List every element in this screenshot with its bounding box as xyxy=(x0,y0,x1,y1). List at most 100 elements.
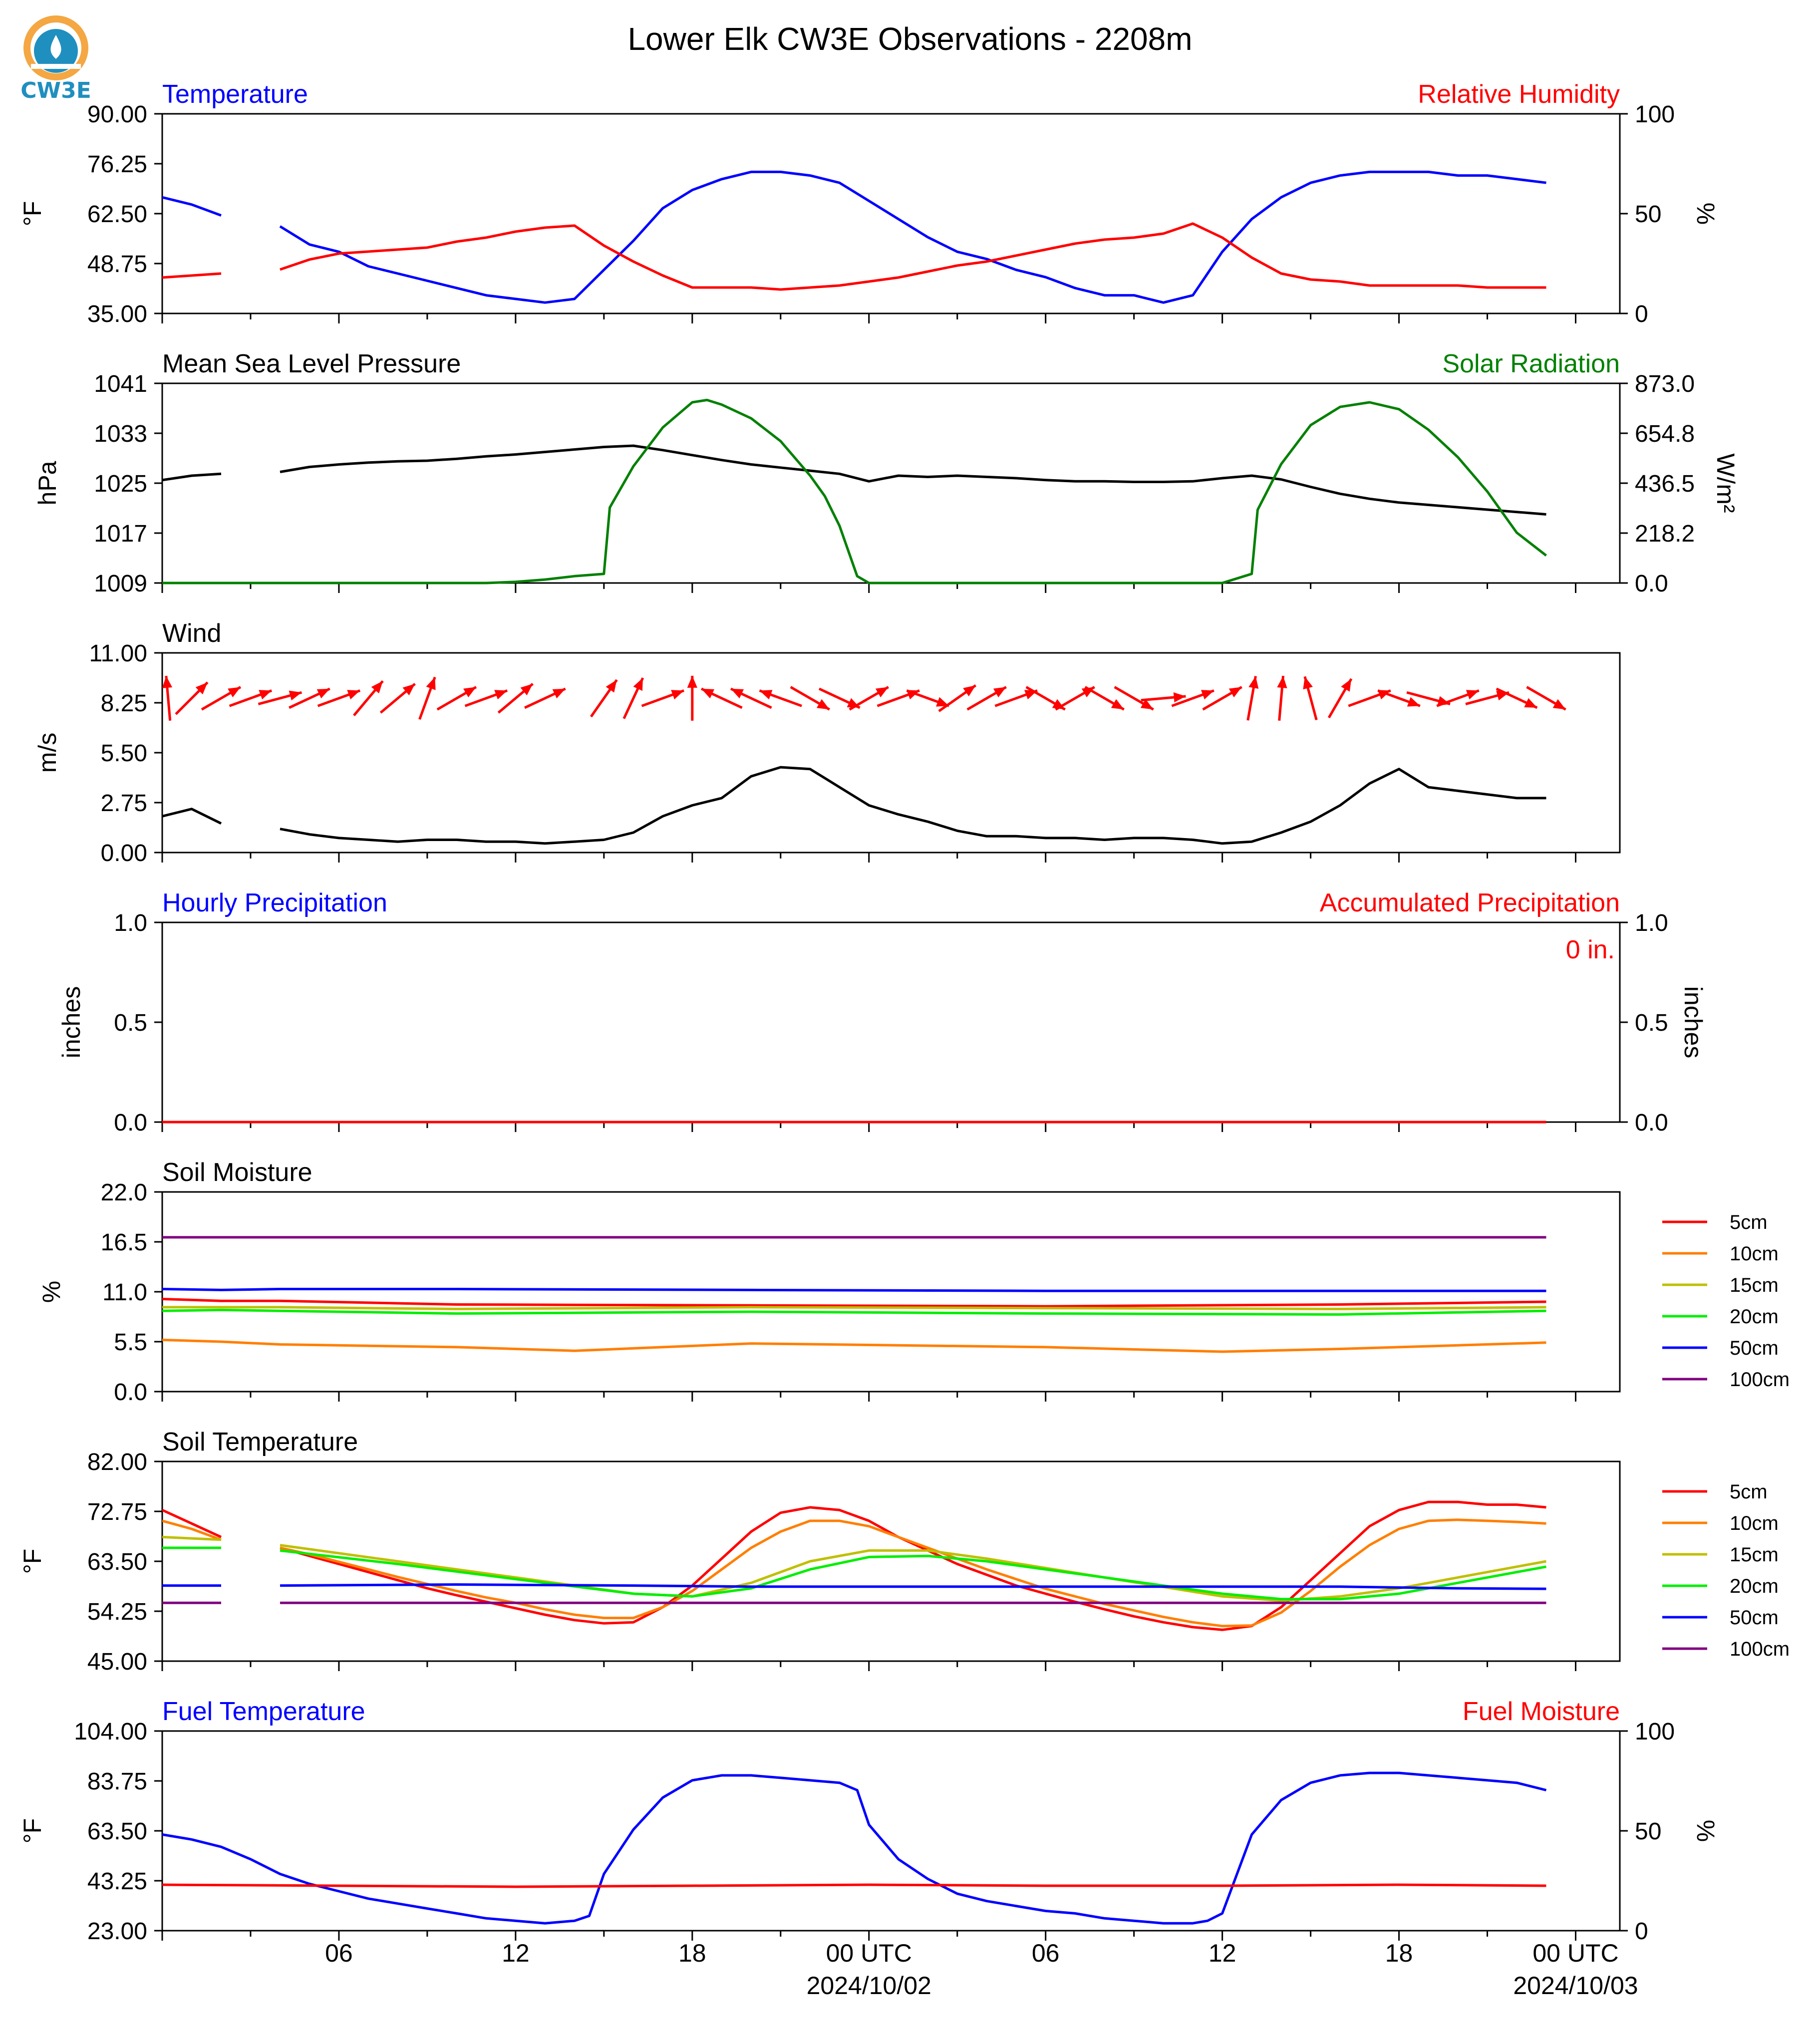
wind-arrow-head xyxy=(1201,690,1214,700)
wind-arrow xyxy=(524,687,566,709)
wind-arrow xyxy=(622,677,644,719)
wind-arrow xyxy=(464,689,508,707)
wind-arrow xyxy=(1377,689,1421,707)
wind-arrow-head xyxy=(162,676,173,688)
wind-arrow xyxy=(353,680,384,716)
y-tick-label: 35.00 xyxy=(87,301,147,327)
y-axis-label-right: W/m² xyxy=(1712,453,1740,513)
y-axis-label: °F xyxy=(18,1549,46,1574)
wind-arrow-head xyxy=(1111,699,1124,710)
wind-arrow-head xyxy=(520,683,533,696)
legend-label: 15cm xyxy=(1730,1544,1779,1566)
panel-temperature_rh: Temperature Relative Humidity 90.00 76.25 62… xyxy=(18,80,1720,327)
wind-arrow xyxy=(590,679,618,718)
logo-wave xyxy=(31,64,81,69)
wind-arrow-head xyxy=(289,690,302,701)
y-axis-label: inches xyxy=(57,986,85,1059)
y-tick-label: 62.50 xyxy=(87,201,147,228)
wind-arrow-head xyxy=(1173,692,1186,703)
x-date-label: 2024/10/02 xyxy=(807,1972,931,2000)
x-date-label: 2024/10/03 xyxy=(1513,1972,1638,2000)
x-tick-label: 12 xyxy=(502,1939,530,1967)
series-line-10cm xyxy=(162,1518,1546,1628)
wind-arrow-head xyxy=(1228,687,1242,698)
panel-title-right: Relative Humidity xyxy=(1418,80,1620,109)
legend-label: 100cm xyxy=(1730,1638,1790,1660)
series-line-fuel-temperature xyxy=(162,1771,1547,1925)
legend: 5cm 10cm 15cm 20cm 50cm 100cm xyxy=(1662,1481,1790,1660)
wind-arrow-head xyxy=(875,687,889,698)
wind-arrow-head xyxy=(701,688,715,699)
wind-arrow xyxy=(1436,689,1480,707)
wind-arrow-head xyxy=(426,677,436,690)
series-line-5cm xyxy=(162,1298,1546,1308)
legend-label: 5cm xyxy=(1730,1211,1768,1233)
y-tick-label: 48.75 xyxy=(87,251,147,278)
wind-arrow xyxy=(201,686,242,711)
y-axis-label: °F xyxy=(18,201,46,227)
wind-arrow xyxy=(790,686,830,711)
logo-sun-ring xyxy=(23,15,88,80)
legend-label: 100cm xyxy=(1730,1369,1790,1391)
y-tick-label-right: 0.0 xyxy=(1635,1110,1668,1136)
wind-arrow xyxy=(1526,686,1566,711)
wind-arrow-head xyxy=(347,690,360,700)
wind-arrow xyxy=(175,681,209,715)
panel-pressure_solar: Mean Sea Level Pressure Solar Radiation 10… xyxy=(33,349,1740,597)
panel-title-right: Fuel Moisture xyxy=(1463,1697,1620,1726)
y-tick-label: 11.00 xyxy=(89,640,147,667)
y-tick-label: 72.75 xyxy=(87,1499,147,1525)
y-tick-label: 1009 xyxy=(94,571,147,597)
wind-arrow-head xyxy=(1407,697,1420,707)
y-axis-label-right: % xyxy=(1692,1820,1720,1842)
y-tick-label: 5.50 xyxy=(101,740,147,767)
y-tick-label: 0.5 xyxy=(114,1010,147,1036)
wind-arrow-head xyxy=(1524,698,1537,708)
x-tick-label: 06 xyxy=(1032,1939,1060,1967)
y-tick-label: 54.25 xyxy=(87,1599,147,1625)
wind-arrow-head xyxy=(195,682,208,695)
wind-arrow xyxy=(317,689,361,707)
wind-arrow xyxy=(1327,678,1353,719)
wind-arrow xyxy=(229,689,273,707)
y-tick-label: 82.00 xyxy=(87,1449,147,1475)
legend-label: 50cm xyxy=(1730,1607,1779,1629)
panel-title-right: Accumulated Precipitation xyxy=(1320,888,1620,917)
wind-arrow-head xyxy=(633,678,643,691)
series-line-solar-radiation xyxy=(162,398,1547,584)
wind-arrow-head xyxy=(494,690,508,700)
legend-label: 10cm xyxy=(1730,1512,1779,1534)
y-tick-label: 1.0 xyxy=(114,910,147,936)
panel-title-right: Solar Radiation xyxy=(1442,349,1620,378)
wind-arrow-head xyxy=(1248,676,1259,689)
wind-arrow xyxy=(1277,675,1287,721)
y-tick-label: 1033 xyxy=(94,421,147,447)
wind-arrow xyxy=(1171,689,1214,707)
legend-label: 15cm xyxy=(1730,1274,1779,1296)
series-line-20cm xyxy=(162,1546,1546,1601)
x-tick-label: 12 xyxy=(1209,1939,1236,1967)
y-tick-label-right: 50 xyxy=(1635,1818,1661,1845)
y-tick-label: 63.50 xyxy=(87,1549,147,1575)
wind-arrow-head xyxy=(606,680,617,693)
y-tick-label-right: 100 xyxy=(1635,1719,1675,1745)
chart-panels: Temperature Relative Humidity 90.00 76.25 62… xyxy=(18,80,1790,1945)
y-tick-label: 0.00 xyxy=(101,840,147,867)
x-tick-label: 18 xyxy=(678,1939,706,1967)
wind-arrow xyxy=(641,689,684,707)
wind-arrow-head xyxy=(552,688,566,699)
legend: 5cm 10cm 15cm 20cm 50cm 100cm xyxy=(1662,1211,1790,1391)
y-tick-label: 1041 xyxy=(94,371,147,397)
wind-arrow xyxy=(938,684,977,712)
y-tick-label: 1025 xyxy=(94,471,147,497)
legend-label: 10cm xyxy=(1730,1243,1779,1265)
y-axis-label: % xyxy=(37,1281,65,1303)
legend-label: 20cm xyxy=(1730,1306,1779,1328)
wind-arrow-head xyxy=(993,687,1006,698)
y-tick-label: 43.25 xyxy=(87,1868,147,1895)
y-tick-label-right: 0 xyxy=(1635,301,1648,327)
y-tick-label: 63.50 xyxy=(87,1818,147,1845)
wind-arrow xyxy=(497,683,534,714)
series-line-temperature xyxy=(162,170,1546,304)
